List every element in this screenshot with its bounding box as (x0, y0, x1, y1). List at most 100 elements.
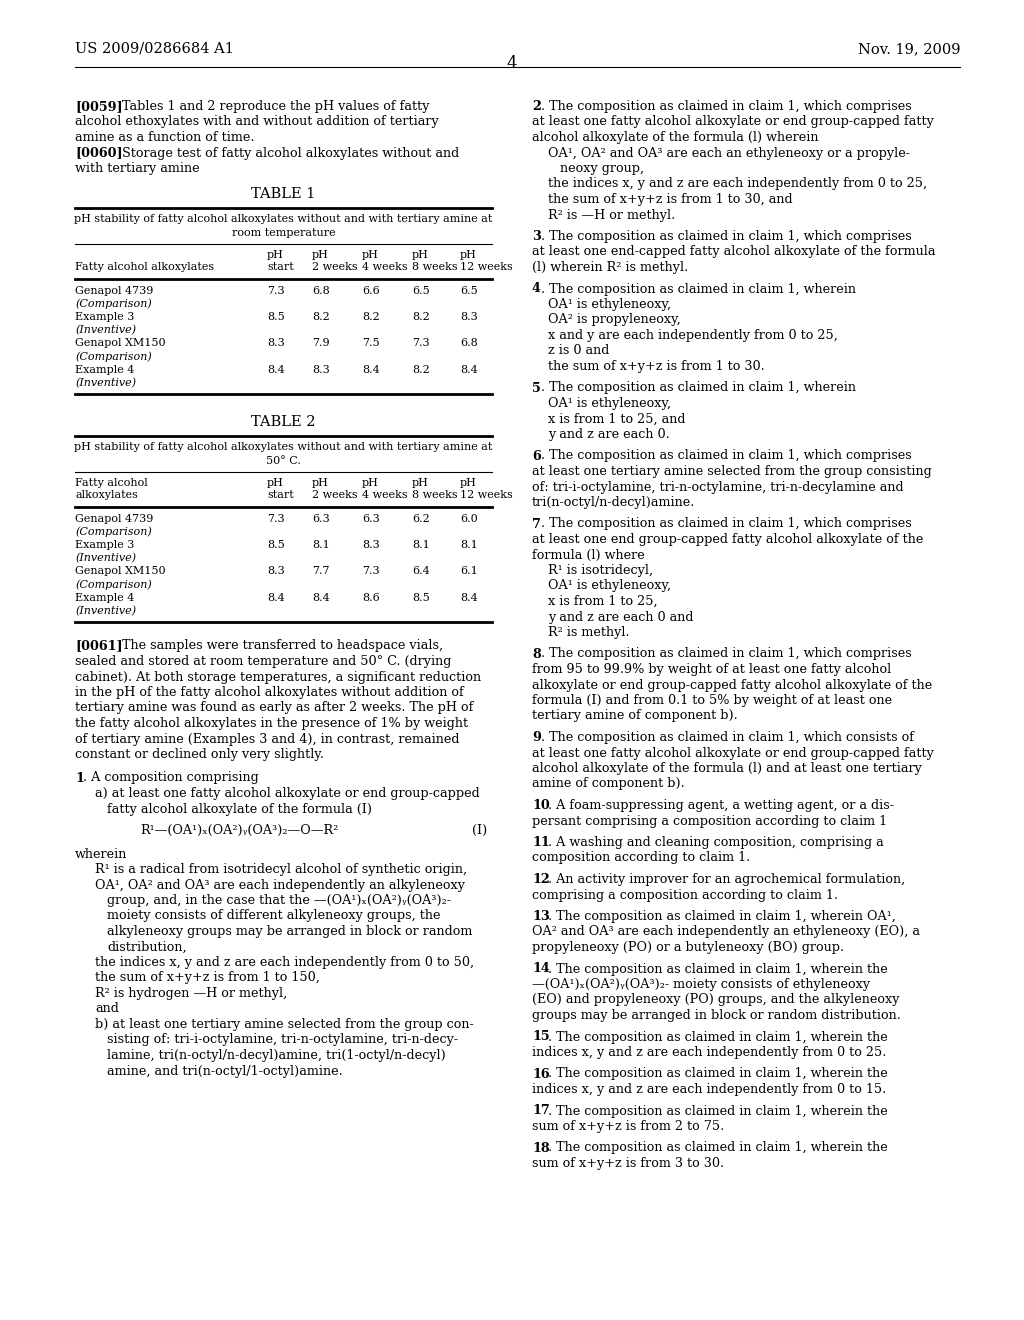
Text: 11: 11 (532, 836, 550, 849)
Text: pH: pH (412, 249, 429, 260)
Text: (Comparison): (Comparison) (75, 298, 152, 309)
Text: 10: 10 (532, 799, 550, 812)
Text: 6.5: 6.5 (412, 285, 430, 296)
Text: 8.5: 8.5 (267, 540, 285, 550)
Text: 50° C.: 50° C. (266, 455, 301, 466)
Text: the sum of x+y+z is from 1 to 30.: the sum of x+y+z is from 1 to 30. (548, 360, 765, 374)
Text: (l) wherein R² is methyl.: (l) wherein R² is methyl. (532, 261, 688, 275)
Text: 6.6: 6.6 (362, 285, 380, 296)
Text: the sum of x+y+z is from 1 to 150,: the sum of x+y+z is from 1 to 150, (95, 972, 319, 985)
Text: 7.3: 7.3 (267, 513, 285, 524)
Text: . A washing and cleaning composition, comprising a: . A washing and cleaning composition, co… (548, 836, 884, 849)
Text: 12 weeks: 12 weeks (460, 491, 513, 500)
Text: comprising a composition according to claim 1.: comprising a composition according to cl… (532, 888, 838, 902)
Text: Fatty alcohol: Fatty alcohol (75, 478, 147, 487)
Text: 8: 8 (532, 648, 541, 660)
Text: 8.4: 8.4 (312, 593, 330, 603)
Text: amine as a function of time.: amine as a function of time. (75, 131, 255, 144)
Text: 8.4: 8.4 (362, 366, 380, 375)
Text: pH: pH (412, 478, 429, 487)
Text: 8.1: 8.1 (460, 540, 478, 550)
Text: 18: 18 (532, 1142, 550, 1155)
Text: (Inventive): (Inventive) (75, 553, 136, 564)
Text: 8.2: 8.2 (362, 312, 380, 322)
Text: The samples were transferred to headspace vials,: The samples were transferred to headspac… (122, 639, 443, 652)
Text: Genapol 4739: Genapol 4739 (75, 513, 154, 524)
Text: (I): (I) (472, 824, 487, 837)
Text: 5: 5 (532, 381, 541, 395)
Text: pH: pH (460, 249, 477, 260)
Text: pH: pH (312, 478, 329, 487)
Text: 7.3: 7.3 (362, 566, 380, 577)
Text: 7.3: 7.3 (412, 338, 430, 348)
Text: the fatty alcohol alkoxylates in the presence of 1% by weight: the fatty alcohol alkoxylates in the pre… (75, 717, 468, 730)
Text: [0060]: [0060] (75, 147, 123, 160)
Text: R² is —H or methyl.: R² is —H or methyl. (548, 209, 675, 222)
Text: and: and (95, 1002, 119, 1015)
Text: 8 weeks: 8 weeks (412, 491, 458, 500)
Text: start: start (267, 491, 294, 500)
Text: room temperature: room temperature (231, 227, 335, 238)
Text: . The composition as claimed in claim 1, wherein the: . The composition as claimed in claim 1,… (548, 962, 888, 975)
Text: 8.3: 8.3 (362, 540, 380, 550)
Text: 4 weeks: 4 weeks (362, 491, 408, 500)
Text: 6.1: 6.1 (460, 566, 478, 577)
Text: 17: 17 (532, 1105, 550, 1118)
Text: 7.7: 7.7 (312, 566, 330, 577)
Text: neoxy group,: neoxy group, (560, 162, 644, 176)
Text: Genapol XM150: Genapol XM150 (75, 338, 166, 348)
Text: 7: 7 (532, 517, 541, 531)
Text: . The composition as claimed in claim 1, wherein the: . The composition as claimed in claim 1,… (548, 1142, 888, 1155)
Text: 8.3: 8.3 (267, 566, 285, 577)
Text: R² is hydrogen —H or methyl,: R² is hydrogen —H or methyl, (95, 987, 288, 1001)
Text: pH: pH (362, 478, 379, 487)
Text: alkoxylate or end group-capped fatty alcohol alkoxylate of the: alkoxylate or end group-capped fatty alc… (532, 678, 932, 692)
Text: 4 weeks: 4 weeks (362, 263, 408, 272)
Text: Storage test of fatty alcohol alkoxylates without and: Storage test of fatty alcohol alkoxylate… (122, 147, 459, 160)
Text: . The composition as claimed in claim 1, which comprises: . The composition as claimed in claim 1,… (541, 517, 911, 531)
Text: 8.3: 8.3 (267, 338, 285, 348)
Text: (Comparison): (Comparison) (75, 579, 152, 590)
Text: 4: 4 (507, 55, 517, 73)
Text: 8.1: 8.1 (312, 540, 330, 550)
Text: alcohol ethoxylates with and without addition of tertiary: alcohol ethoxylates with and without add… (75, 116, 438, 128)
Text: OA¹ is ethyleneoxy,: OA¹ is ethyleneoxy, (548, 298, 671, 312)
Text: fatty alcohol alkoxylate of the formula (I): fatty alcohol alkoxylate of the formula … (106, 803, 372, 816)
Text: OA² and OA³ are each independently an ethyleneoxy (EO), a: OA² and OA³ are each independently an et… (532, 925, 920, 939)
Text: a) at least one fatty alcohol alkoxylate or end group-capped: a) at least one fatty alcohol alkoxylate… (95, 787, 480, 800)
Text: 2: 2 (532, 100, 541, 114)
Text: composition according to claim 1.: composition according to claim 1. (532, 851, 751, 865)
Text: lamine, tri(n-octyl/n-decyl)amine, tri(1-octyl/n-decyl): lamine, tri(n-octyl/n-decyl)amine, tri(1… (106, 1049, 445, 1063)
Text: pH: pH (312, 249, 329, 260)
Text: TABLE 1: TABLE 1 (251, 187, 315, 202)
Text: 8.4: 8.4 (267, 366, 285, 375)
Text: (Inventive): (Inventive) (75, 378, 136, 388)
Text: constant or declined only very slightly.: constant or declined only very slightly. (75, 748, 324, 762)
Text: tertiary amine was found as early as after 2 weeks. The pH of: tertiary amine was found as early as aft… (75, 701, 473, 714)
Text: OA¹, OA² and OA³ are each an ethyleneoxy or a propyle-: OA¹, OA² and OA³ are each an ethyleneoxy… (548, 147, 910, 160)
Text: tri(n-octyl/n-decyl)amine.: tri(n-octyl/n-decyl)amine. (532, 496, 695, 510)
Text: . The composition as claimed in claim 1, wherein OA¹,: . The composition as claimed in claim 1,… (548, 909, 896, 923)
Text: pH stability of fatty alcohol alkoxylates without and with tertiary amine at: pH stability of fatty alcohol alkoxylate… (75, 442, 493, 453)
Text: . The composition as claimed in claim 1, wherein the: . The composition as claimed in claim 1,… (548, 1031, 888, 1044)
Text: OA² is propyleneoxy,: OA² is propyleneoxy, (548, 314, 681, 326)
Text: 7.9: 7.9 (312, 338, 330, 348)
Text: 14: 14 (532, 962, 550, 975)
Text: Genapol XM150: Genapol XM150 (75, 566, 166, 577)
Text: 7.5: 7.5 (362, 338, 380, 348)
Text: the indices x, y and z are each independently from 0 to 50,: the indices x, y and z are each independ… (95, 956, 474, 969)
Text: 7.3: 7.3 (267, 285, 285, 296)
Text: (EO) and propyleneoxy (PO) groups, and the alkyleneoxy: (EO) and propyleneoxy (PO) groups, and t… (532, 994, 899, 1006)
Text: . An activity improver for an agrochemical formulation,: . An activity improver for an agrochemic… (548, 873, 905, 886)
Text: pH: pH (460, 478, 477, 487)
Text: . A composition comprising: . A composition comprising (83, 771, 259, 784)
Text: at least one end-capped fatty alcohol alkoxylate of the formula: at least one end-capped fatty alcohol al… (532, 246, 936, 259)
Text: at least one tertiary amine selected from the group consisting: at least one tertiary amine selected fro… (532, 465, 932, 478)
Text: 6.2: 6.2 (412, 513, 430, 524)
Text: Example 4: Example 4 (75, 366, 134, 375)
Text: . The composition as claimed in claim 1, which comprises: . The composition as claimed in claim 1,… (541, 648, 911, 660)
Text: alcohol alkoxylate of the formula (l) wherein: alcohol alkoxylate of the formula (l) wh… (532, 131, 818, 144)
Text: 8.4: 8.4 (267, 593, 285, 603)
Text: Example 4: Example 4 (75, 593, 134, 603)
Text: group, and, in the case that the —(OA¹)ₓ(OA²)ᵧ(OA³)₂-: group, and, in the case that the —(OA¹)ₓ… (106, 894, 451, 907)
